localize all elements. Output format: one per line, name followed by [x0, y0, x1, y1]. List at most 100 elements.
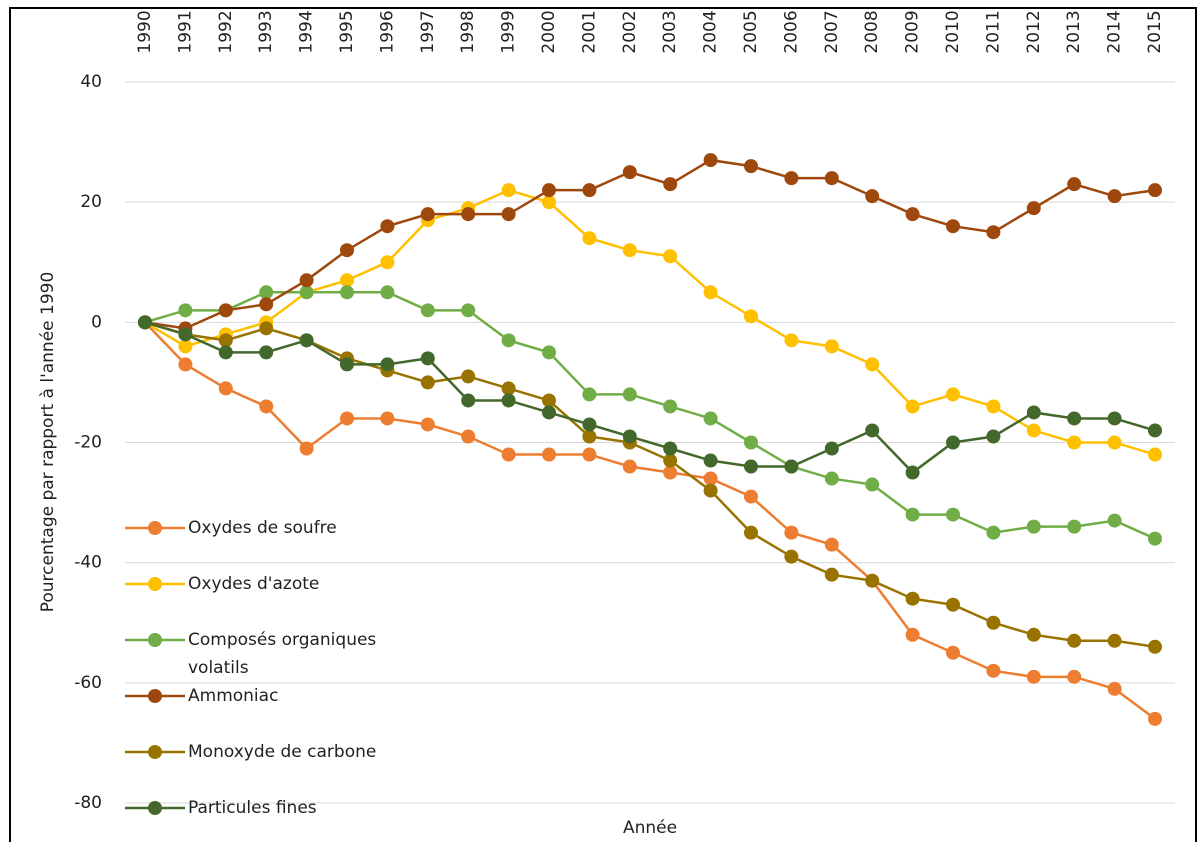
x-tick-label: 1999 [499, 10, 519, 53]
point [1067, 633, 1082, 648]
point [259, 345, 274, 360]
point [582, 231, 597, 246]
point [986, 225, 1001, 240]
x-axis-label: Année [623, 818, 677, 838]
point [744, 525, 758, 540]
point [905, 465, 920, 480]
point [905, 507, 920, 522]
point [1026, 423, 1041, 438]
point [946, 597, 960, 612]
x-tick-label: 2003 [660, 10, 680, 53]
point [703, 411, 718, 426]
point [380, 285, 395, 300]
point [1026, 405, 1041, 420]
point [986, 525, 1001, 540]
point [1067, 669, 1082, 684]
x-tick-label: 2012 [1024, 10, 1044, 53]
point [340, 357, 354, 372]
x-tick-label: 2005 [741, 10, 761, 53]
point [461, 303, 476, 318]
point [1107, 513, 1122, 528]
point [703, 471, 718, 486]
point [1067, 177, 1082, 192]
point [986, 615, 1001, 630]
series-line [144, 188, 1156, 456]
legend-swatch-marker [148, 521, 162, 535]
point [299, 441, 314, 456]
point [986, 429, 1001, 444]
point [784, 549, 799, 564]
point [299, 333, 314, 348]
x-tick-label: 1996 [377, 10, 397, 53]
y-tick-label: -20 [74, 433, 102, 453]
point [420, 375, 435, 390]
y-tick-label: 0 [91, 312, 102, 332]
point [542, 195, 556, 210]
point [380, 255, 395, 270]
point [340, 243, 354, 258]
point [259, 285, 274, 300]
point [340, 411, 354, 426]
point [1107, 681, 1122, 696]
point [1148, 711, 1162, 726]
legend-swatch-marker [148, 801, 162, 815]
point [622, 165, 637, 180]
x-tick-label: 2014 [1105, 10, 1125, 53]
point [259, 297, 274, 312]
x-tick-label: 2000 [539, 10, 559, 53]
x-tick-label: 2013 [1064, 10, 1084, 53]
legend-label: Ammoniac [188, 686, 279, 706]
x-tick-label: 1992 [216, 10, 236, 53]
point [865, 357, 880, 372]
point [1107, 435, 1122, 450]
point [501, 381, 516, 396]
point [542, 405, 556, 420]
chart-frame [9, 7, 1197, 842]
x-tick-label: 2007 [822, 10, 842, 53]
point [784, 459, 799, 474]
x-tick-label: 2009 [903, 10, 923, 53]
point [340, 285, 354, 300]
legend-swatch-marker [148, 689, 162, 703]
point [299, 285, 314, 300]
point [1107, 189, 1122, 204]
x-tick-label: 2006 [781, 10, 801, 53]
series-line [144, 321, 1156, 720]
point [542, 345, 556, 360]
point [744, 159, 758, 174]
point [1026, 627, 1041, 642]
point [946, 435, 960, 450]
point [744, 489, 758, 504]
point [542, 447, 556, 462]
y-tick-label: -40 [74, 553, 102, 573]
point [744, 309, 758, 324]
point [784, 171, 799, 186]
point [824, 567, 839, 582]
point [622, 429, 637, 444]
point [663, 441, 678, 456]
point [1067, 411, 1082, 426]
point [1107, 411, 1122, 426]
point [420, 417, 435, 432]
point [501, 447, 516, 462]
point [865, 477, 880, 492]
legend-swatch-marker [148, 633, 162, 647]
point [501, 207, 516, 222]
legend-swatch-marker [148, 577, 162, 591]
point [1026, 519, 1041, 534]
point [582, 447, 597, 462]
x-tick-label: 2001 [579, 10, 599, 53]
y-tick-label: 20 [80, 192, 102, 212]
point [218, 303, 233, 318]
point [622, 243, 637, 258]
point [824, 537, 839, 552]
point [218, 345, 233, 360]
point [582, 429, 597, 444]
x-tick-label: 2002 [620, 10, 640, 53]
point [865, 573, 880, 588]
point [1067, 435, 1082, 450]
point [582, 183, 597, 198]
point [622, 459, 637, 474]
point [744, 435, 758, 450]
point [218, 333, 233, 348]
